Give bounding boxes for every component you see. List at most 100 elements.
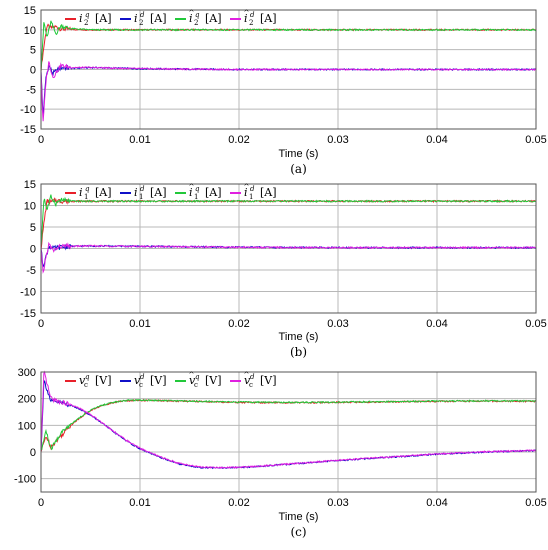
legend-unit: [A]: [95, 186, 112, 199]
legend-hat: ^: [189, 9, 195, 17]
x-tick-label: 0.01: [129, 318, 150, 330]
legend-sup: q: [85, 373, 90, 381]
plot-area: [41, 372, 536, 492]
x-tick-label: 0.03: [327, 318, 348, 330]
x-tick-label: 0: [38, 497, 44, 509]
series-line-2: [40, 20, 537, 72]
legend-unit: [A]: [150, 12, 167, 25]
series-line-3: [40, 61, 537, 122]
series-line-2: [40, 398, 537, 451]
legend-entry-3: i^ d2 [A]: [230, 9, 277, 27]
plot-frame: [40, 371, 537, 493]
legend-hat: ^: [189, 183, 195, 191]
x-tick-label: 0.03: [327, 134, 348, 146]
y-tick-label: 5: [30, 45, 36, 57]
legend-hat: ^: [189, 371, 195, 379]
y-tick-label: 100: [18, 420, 36, 432]
legend-sup: d: [140, 373, 145, 381]
x-tick-label: 0: [38, 134, 44, 146]
chart-panel-0: -15 -10 -5 0 5 10 15 0 0.01 0.02 0.03 0.04 0.05 Time …: [20, 5, 547, 176]
legend-hat: ^: [244, 183, 250, 191]
legend-sub: 1: [139, 193, 143, 201]
legend-sup: q: [85, 185, 90, 193]
legend-entry-3: v^ dc [V]: [230, 371, 277, 389]
panel-caption: (c): [290, 525, 306, 539]
legend-sup: d: [140, 11, 145, 19]
legend-symbol: i: [244, 12, 248, 25]
legend-unit: [V]: [95, 374, 112, 387]
series-line-3: [40, 241, 537, 274]
legend-entry-1: i d1 [A]: [120, 185, 167, 201]
legend-sub: c: [139, 381, 143, 389]
legend-entry-3: i^ d1 [A]: [230, 183, 277, 201]
x-tick-label: 0.05: [525, 497, 546, 509]
legend-entry-1: i d2 [A]: [120, 11, 167, 27]
x-axis-label: Time (s): [279, 148, 319, 160]
legend-symbol: i: [189, 12, 193, 25]
y-tick-label: 10: [24, 25, 36, 37]
plot-frame: [40, 183, 537, 314]
legend-unit: [A]: [260, 186, 277, 199]
legend-symbol: v: [79, 374, 86, 387]
legend-symbol: i: [134, 186, 138, 199]
legend-symbol: i: [79, 186, 83, 199]
x-tick-label: 0.04: [426, 497, 447, 509]
legend-symbol: i: [79, 12, 83, 25]
legend-entry-2: i^ q1 [A]: [175, 183, 222, 201]
legend-sub: c: [249, 381, 253, 389]
legend-sup: d: [250, 185, 255, 193]
plot-frame: [40, 9, 537, 130]
y-tick-label: 0: [30, 244, 36, 256]
y-tick-label: 200: [18, 394, 36, 406]
legend-sup: d: [250, 373, 255, 381]
legend-entry-2: v^ qc [V]: [175, 371, 222, 389]
legend-sup: d: [250, 11, 255, 19]
legend-symbol: v: [244, 374, 251, 387]
y-tick-label: -10: [20, 287, 36, 299]
legend-entry-0: i q2 [A]: [65, 11, 112, 27]
legend-symbol: v: [134, 374, 141, 387]
y-tick-label: -15: [20, 124, 36, 136]
y-tick-label: -100: [14, 474, 36, 486]
y-tick-label: 0: [30, 65, 36, 77]
y-tick-label: -5: [26, 265, 36, 277]
series-line-2: [40, 194, 537, 247]
legend-entry-0: v qc [V]: [65, 373, 112, 389]
legend-sub: 2: [249, 19, 253, 27]
legend-unit: [A]: [150, 186, 167, 199]
legend-unit: [V]: [150, 374, 167, 387]
y-tick-label: 0: [30, 447, 36, 459]
x-tick-label: 0.01: [129, 497, 150, 509]
x-tick-label: 0.02: [228, 318, 249, 330]
legend-sub: 2: [194, 19, 198, 27]
y-tick-label: 300: [18, 367, 36, 379]
x-tick-label: 0.05: [525, 318, 546, 330]
legend-sub: c: [194, 381, 198, 389]
y-tick-label: 5: [30, 222, 36, 234]
legend-unit: [A]: [205, 186, 222, 199]
legend-symbol: i: [134, 12, 138, 25]
legend-sup: q: [195, 185, 200, 193]
panel-caption: (a): [290, 162, 307, 176]
x-axis-label: Time (s): [279, 511, 319, 523]
legend-sub: 2: [84, 19, 88, 27]
legend-sup: q: [85, 11, 90, 19]
legend-sub: c: [84, 381, 88, 389]
legend-symbol: i: [244, 186, 248, 199]
y-tick-label: 15: [24, 179, 36, 191]
chart-panel-1: -15 -10 -5 0 5 10 15 0 0.01 0.02 0.03 0.04 0.05 Time …: [20, 179, 547, 359]
legend-unit: [A]: [95, 12, 112, 25]
legend-sup: q: [195, 373, 200, 381]
x-tick-label: 0.02: [228, 497, 249, 509]
legend-sub: 1: [194, 193, 198, 201]
x-tick-label: 0.04: [426, 318, 447, 330]
y-tick-label: -5: [26, 84, 36, 96]
series-line-3: [40, 370, 537, 470]
x-tick-label: 0.02: [228, 134, 249, 146]
panel-caption: (b): [290, 345, 307, 359]
legend-symbol: v: [189, 374, 196, 387]
legend-sub: 1: [84, 193, 88, 201]
legend-entry-1: v dc [V]: [120, 373, 167, 389]
